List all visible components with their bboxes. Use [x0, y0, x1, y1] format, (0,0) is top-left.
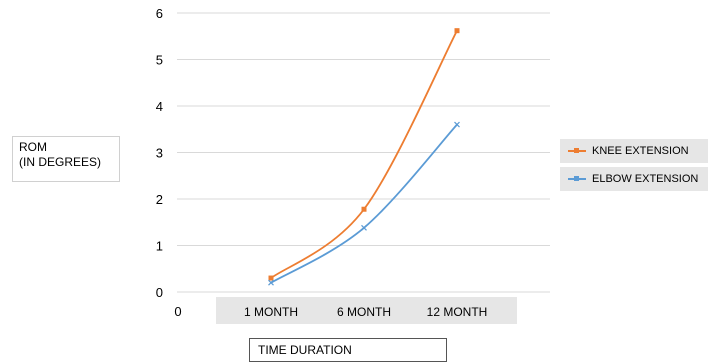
y-tick-label: 3: [156, 146, 163, 161]
data-point[interactable]: [268, 275, 274, 281]
x-category-label: 0: [174, 304, 181, 319]
y-tick-label: 1: [156, 239, 163, 254]
y-tick-label: 6: [156, 6, 163, 21]
gridlines: [177, 12, 550, 293]
y-tick-label: 2: [156, 192, 163, 207]
y-axis-label-line-1: ROM: [19, 140, 47, 154]
x-category-label: 12 MONTH: [427, 305, 488, 319]
legend-swatch-elbow: [566, 173, 588, 185]
x-axis-category-labels: 0 1 MONTH 6 MONTH 12 MONTH: [174, 297, 517, 324]
series-lines: [270, 30, 458, 284]
series-line-knee-extension: [270, 30, 458, 279]
series-markers: [268, 28, 460, 286]
legend-item-elbow-extension[interactable]: ELBOW EXTENSION: [560, 167, 708, 191]
x-category-box: [320, 297, 408, 324]
y-tick-label: 0: [156, 285, 163, 300]
y-axis-label-line-2: (IN DEGREES): [19, 155, 102, 169]
x-category-label: 6 MONTH: [337, 305, 391, 319]
legend-label-elbow: ELBOW EXTENSION: [592, 173, 699, 185]
y-tick-label: 5: [156, 53, 163, 68]
y-tick-label: 4: [156, 99, 163, 114]
data-point[interactable]: [361, 206, 367, 212]
legend-label-knee: KNEE EXTENSION: [592, 145, 689, 157]
data-point[interactable]: [268, 279, 274, 286]
series-line-elbow-extension: [270, 123, 458, 284]
x-category-label: 1 MONTH: [244, 305, 298, 319]
x-category-box: [397, 297, 517, 324]
x-axis-label-text: TIME DURATION: [258, 343, 352, 357]
legend-swatch-knee: [566, 145, 588, 157]
x-axis-label: TIME DURATION: [249, 338, 447, 362]
data-point[interactable]: [361, 224, 367, 231]
data-point[interactable]: [454, 28, 460, 34]
legend-item-knee-extension[interactable]: KNEE EXTENSION: [560, 139, 708, 163]
y-axis-label: ROM (IN DEGREES): [12, 136, 120, 182]
data-point[interactable]: [454, 121, 460, 128]
x-category-box: [216, 297, 326, 324]
y-axis-tick-labels: 0 1 2 3 4 5 6: [156, 6, 163, 300]
